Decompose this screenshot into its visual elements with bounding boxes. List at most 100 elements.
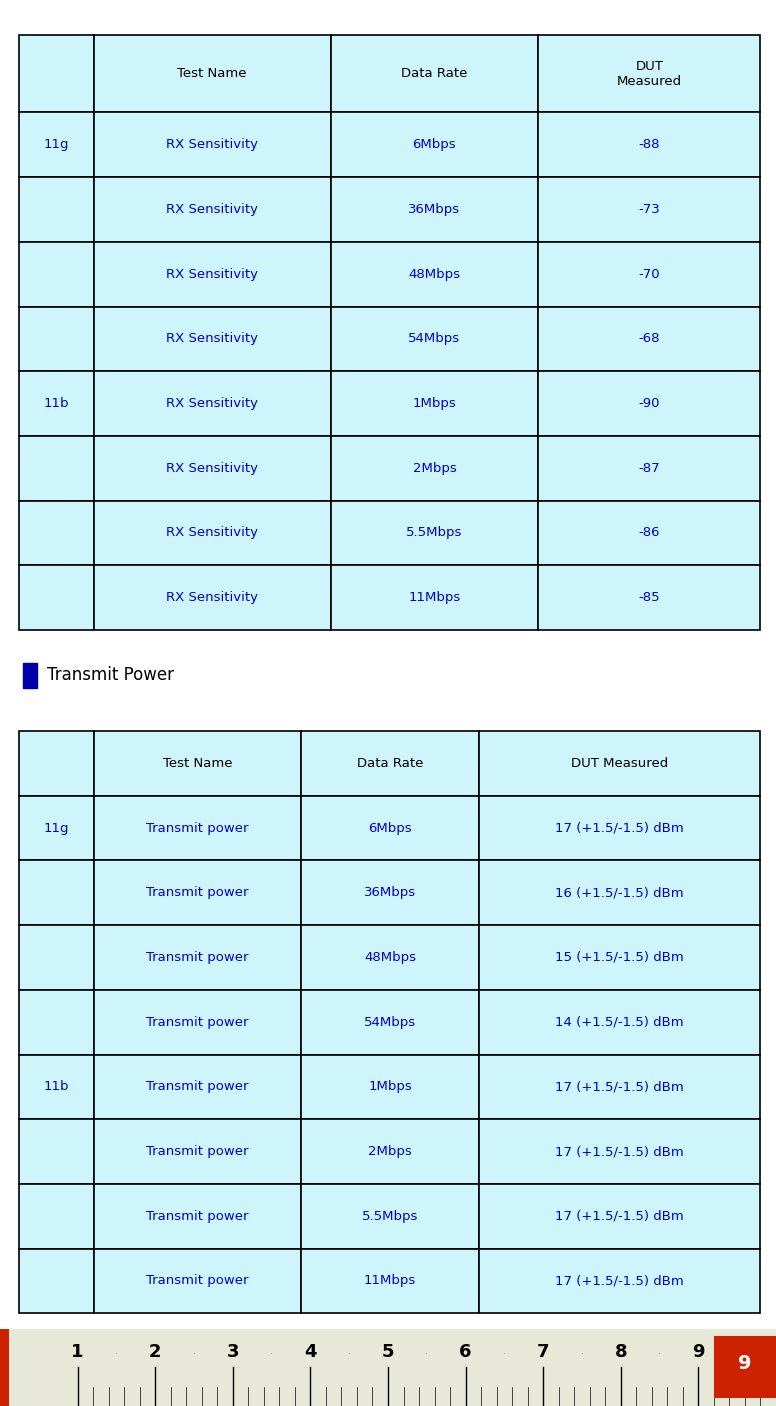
Text: 48Mbps: 48Mbps xyxy=(408,267,460,281)
Text: 2Mbps: 2Mbps xyxy=(368,1144,412,1159)
Bar xyxy=(301,796,479,860)
Text: 11Mbps: 11Mbps xyxy=(408,591,460,605)
Bar xyxy=(331,307,538,371)
Text: Test Name: Test Name xyxy=(162,756,232,770)
Bar xyxy=(331,371,538,436)
Bar xyxy=(93,112,331,177)
Text: RX Sensitivity: RX Sensitivity xyxy=(166,591,258,605)
Bar xyxy=(93,565,331,630)
Text: 4: 4 xyxy=(304,1343,317,1361)
Bar xyxy=(93,242,331,307)
Text: 6Mbps: 6Mbps xyxy=(368,821,412,835)
Text: Test Name: Test Name xyxy=(178,67,247,80)
Bar xyxy=(93,990,301,1054)
Bar xyxy=(331,177,538,242)
Bar xyxy=(19,307,94,371)
Text: RX Sensitivity: RX Sensitivity xyxy=(166,461,258,475)
Bar xyxy=(331,436,538,501)
Bar xyxy=(19,1184,94,1249)
Text: 9: 9 xyxy=(692,1343,705,1361)
Bar xyxy=(479,1184,760,1249)
Text: RX Sensitivity: RX Sensitivity xyxy=(166,138,258,152)
Text: -88: -88 xyxy=(639,138,660,152)
Text: Transmit power: Transmit power xyxy=(146,950,248,965)
Bar xyxy=(301,1184,479,1249)
Text: 17 (+1.5/-1.5) dBm: 17 (+1.5/-1.5) dBm xyxy=(556,1274,684,1288)
Text: Transmit Power: Transmit Power xyxy=(47,666,174,685)
Text: 1Mbps: 1Mbps xyxy=(368,1080,412,1094)
Text: 11Mbps: 11Mbps xyxy=(364,1274,416,1288)
Text: 11b: 11b xyxy=(43,1080,69,1094)
Bar xyxy=(93,1119,301,1184)
Text: 6: 6 xyxy=(459,1343,472,1361)
Text: Data Rate: Data Rate xyxy=(357,756,423,770)
Bar xyxy=(93,371,331,436)
Bar xyxy=(538,112,760,177)
Text: 1Mbps: 1Mbps xyxy=(413,396,456,411)
Text: Transmit power: Transmit power xyxy=(146,1274,248,1288)
Bar xyxy=(538,501,760,565)
Text: 17 (+1.5/-1.5) dBm: 17 (+1.5/-1.5) dBm xyxy=(556,821,684,835)
Bar xyxy=(19,112,94,177)
Text: 17 (+1.5/-1.5) dBm: 17 (+1.5/-1.5) dBm xyxy=(556,1080,684,1094)
Text: Transmit power: Transmit power xyxy=(146,1015,248,1029)
Bar xyxy=(19,242,94,307)
Bar xyxy=(714,1336,776,1398)
Bar xyxy=(93,1054,301,1119)
Text: 17 (+1.5/-1.5) dBm: 17 (+1.5/-1.5) dBm xyxy=(556,1144,684,1159)
Bar xyxy=(331,112,538,177)
Bar xyxy=(19,501,94,565)
Bar xyxy=(479,1119,760,1184)
Bar xyxy=(479,1249,760,1313)
Text: Transmit power: Transmit power xyxy=(146,1144,248,1159)
Text: RX Sensitivity: RX Sensitivity xyxy=(166,396,258,411)
Bar xyxy=(19,990,94,1054)
Text: Transmit power: Transmit power xyxy=(146,1080,248,1094)
Text: 11g: 11g xyxy=(43,821,69,835)
Bar xyxy=(93,796,301,860)
Text: 36Mbps: 36Mbps xyxy=(364,886,416,900)
Bar xyxy=(19,796,94,860)
Text: 2Mbps: 2Mbps xyxy=(413,461,456,475)
Bar xyxy=(93,307,331,371)
Bar xyxy=(538,436,760,501)
Text: 2: 2 xyxy=(149,1343,161,1361)
Bar xyxy=(479,990,760,1054)
Text: 48Mbps: 48Mbps xyxy=(364,950,416,965)
Bar xyxy=(19,565,94,630)
Bar xyxy=(93,1184,301,1249)
Bar xyxy=(538,177,760,242)
Bar xyxy=(19,177,94,242)
Text: -68: -68 xyxy=(639,332,660,346)
Text: RX Sensitivity: RX Sensitivity xyxy=(166,526,258,540)
Bar xyxy=(93,177,331,242)
Bar xyxy=(479,1054,760,1119)
Text: RX Sensitivity: RX Sensitivity xyxy=(166,332,258,346)
Text: 7: 7 xyxy=(537,1343,549,1361)
Bar xyxy=(19,860,94,925)
Bar xyxy=(19,371,94,436)
Text: -86: -86 xyxy=(639,526,660,540)
Bar xyxy=(331,501,538,565)
Text: 36Mbps: 36Mbps xyxy=(408,202,460,217)
Bar xyxy=(23,662,37,688)
Text: 54Mbps: 54Mbps xyxy=(408,332,460,346)
Bar xyxy=(331,242,538,307)
Bar xyxy=(93,860,301,925)
Text: 9: 9 xyxy=(738,1354,752,1374)
Bar xyxy=(538,371,760,436)
Bar xyxy=(479,925,760,990)
Text: 5.5Mbps: 5.5Mbps xyxy=(362,1209,418,1223)
Bar xyxy=(301,990,479,1054)
Text: Antenna solder here: Antenna solder here xyxy=(264,1348,419,1362)
Text: 11b: 11b xyxy=(43,396,69,411)
Text: Transmit power: Transmit power xyxy=(146,1209,248,1223)
Bar xyxy=(479,731,760,796)
Bar xyxy=(301,731,479,796)
Text: -70: -70 xyxy=(639,267,660,281)
Text: RX Sensitivity: RX Sensitivity xyxy=(166,267,258,281)
Text: 14 (+1.5/-1.5) dBm: 14 (+1.5/-1.5) dBm xyxy=(556,1015,684,1029)
Text: 11g: 11g xyxy=(43,138,69,152)
Text: 8: 8 xyxy=(615,1343,627,1361)
Bar xyxy=(93,436,331,501)
